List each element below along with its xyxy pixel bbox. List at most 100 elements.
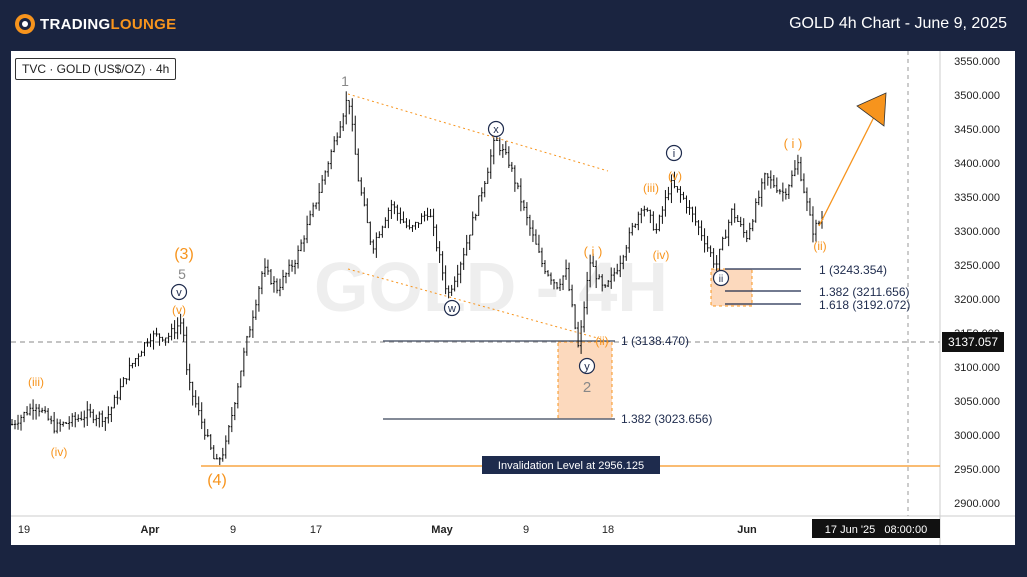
- wave-label-iv-mid: (iv): [653, 248, 670, 262]
- wave-circle-x: [487, 120, 505, 138]
- price-tick: 3300.000: [954, 226, 1000, 238]
- price-bar: [697, 220, 700, 236]
- price-bar: [414, 221, 417, 230]
- price-bar: [483, 181, 486, 198]
- price-bar: [299, 239, 303, 252]
- price-bar: [504, 141, 508, 155]
- price-bar: [348, 99, 351, 115]
- price-bar: [432, 208, 435, 237]
- price-bar: [107, 406, 110, 424]
- price-bar: [712, 248, 715, 268]
- time-axis[interactable]: 19 Apr 9 17 May 9 18 Jun: [18, 524, 757, 536]
- chart-area[interactable]: GOLD - 4H 1 (3243.354) 1.382 (3211.656) …: [11, 51, 1015, 545]
- price-bar: [393, 201, 396, 215]
- price-bar: [98, 411, 101, 428]
- price-bar: [787, 184, 791, 199]
- price-bar: [221, 447, 224, 462]
- price-bar: [564, 259, 568, 280]
- wave-circle-y: [578, 357, 596, 375]
- price-bar: [528, 214, 532, 236]
- price-bar: [326, 161, 330, 177]
- price-bar: [354, 115, 357, 155]
- chart-title: GOLD 4h Chart - June 9, 2025: [789, 15, 1007, 32]
- price-bar: [128, 357, 131, 381]
- price-bar: [369, 221, 372, 245]
- price-bar: [658, 214, 661, 232]
- price-bar: [814, 219, 818, 242]
- price-bar: [646, 207, 649, 212]
- price-bar: [700, 220, 703, 241]
- price-bar: [724, 229, 727, 239]
- price-bar: [158, 333, 161, 346]
- price-bar: [146, 338, 149, 347]
- price-bar: [480, 187, 483, 202]
- price-bar: [113, 394, 116, 409]
- wave-label-5: 5: [178, 266, 186, 282]
- price-bar: [600, 274, 604, 292]
- price-bar: [634, 223, 637, 228]
- price-bar: [16, 414, 20, 430]
- price-chart[interactable]: GOLD - 4H 1 (3243.354) 1.382 (3211.656) …: [11, 51, 1015, 545]
- price-bar: [682, 191, 685, 200]
- price-bar: [263, 258, 267, 277]
- price-bar: [730, 208, 733, 226]
- price-bar: [408, 219, 411, 230]
- price-bar: [110, 406, 113, 423]
- price-bar: [667, 186, 670, 201]
- price-bar: [513, 165, 517, 192]
- wave-label-x: x: [493, 124, 499, 136]
- price-bar: [320, 174, 324, 193]
- price-bar: [796, 154, 800, 175]
- price-bar: [733, 203, 736, 223]
- price-bar: [808, 197, 812, 216]
- price-bar: [11, 419, 14, 426]
- price-bar: [342, 113, 345, 132]
- price-bar: [709, 245, 712, 257]
- price-bar: [588, 254, 592, 288]
- price-bar: [143, 341, 146, 357]
- price-bar: [622, 254, 625, 270]
- price-bar: [522, 199, 526, 211]
- price-bar: [251, 310, 255, 338]
- price-bar: [302, 235, 306, 252]
- price-bar: [534, 229, 538, 245]
- wave-label-i-right: ( i ): [784, 136, 803, 151]
- price-bar: [191, 381, 194, 406]
- price-bar: [673, 171, 676, 189]
- price-bar: [597, 274, 601, 280]
- price-axis[interactable]: 3550.000 3500.000 3450.000 3400.000 3350…: [954, 56, 1000, 510]
- price-bar: [89, 403, 92, 418]
- price-bar: [619, 255, 622, 278]
- price-bar: [188, 363, 191, 391]
- logo-text-lounge: LOUNGE: [110, 15, 177, 33]
- price-bar: [405, 218, 408, 229]
- price-bar: [591, 253, 595, 267]
- price-bar: [40, 407, 44, 413]
- price-bar: [323, 170, 327, 185]
- price-bar: [390, 199, 393, 219]
- price-bar: [531, 220, 535, 243]
- price-bar: [125, 378, 128, 385]
- price-bar: [86, 401, 89, 426]
- price-bar: [426, 207, 429, 221]
- price-bar: [34, 403, 38, 420]
- price-bar: [748, 222, 751, 240]
- time-tick: 9: [523, 524, 529, 536]
- price-bar: [200, 402, 203, 430]
- price-bar: [239, 370, 243, 388]
- price-bar: [206, 429, 209, 438]
- price-bar: [185, 326, 188, 375]
- price-bar: [290, 259, 294, 272]
- price-bar: [450, 284, 453, 296]
- price-bar: [757, 190, 760, 206]
- tradinglounge-logo: TRADINGLOUNGE: [14, 13, 176, 35]
- symbol-info-label[interactable]: TVC · GOLD (US$/OZ) · 4h: [15, 58, 177, 80]
- price-bar: [664, 190, 667, 217]
- price-bar: [573, 304, 577, 330]
- price-bar: [248, 326, 252, 338]
- price-bar: [203, 418, 206, 440]
- price-bar: [161, 336, 164, 342]
- price-bar: [92, 409, 95, 424]
- price-bar: [766, 173, 769, 186]
- price-bar: [525, 202, 529, 226]
